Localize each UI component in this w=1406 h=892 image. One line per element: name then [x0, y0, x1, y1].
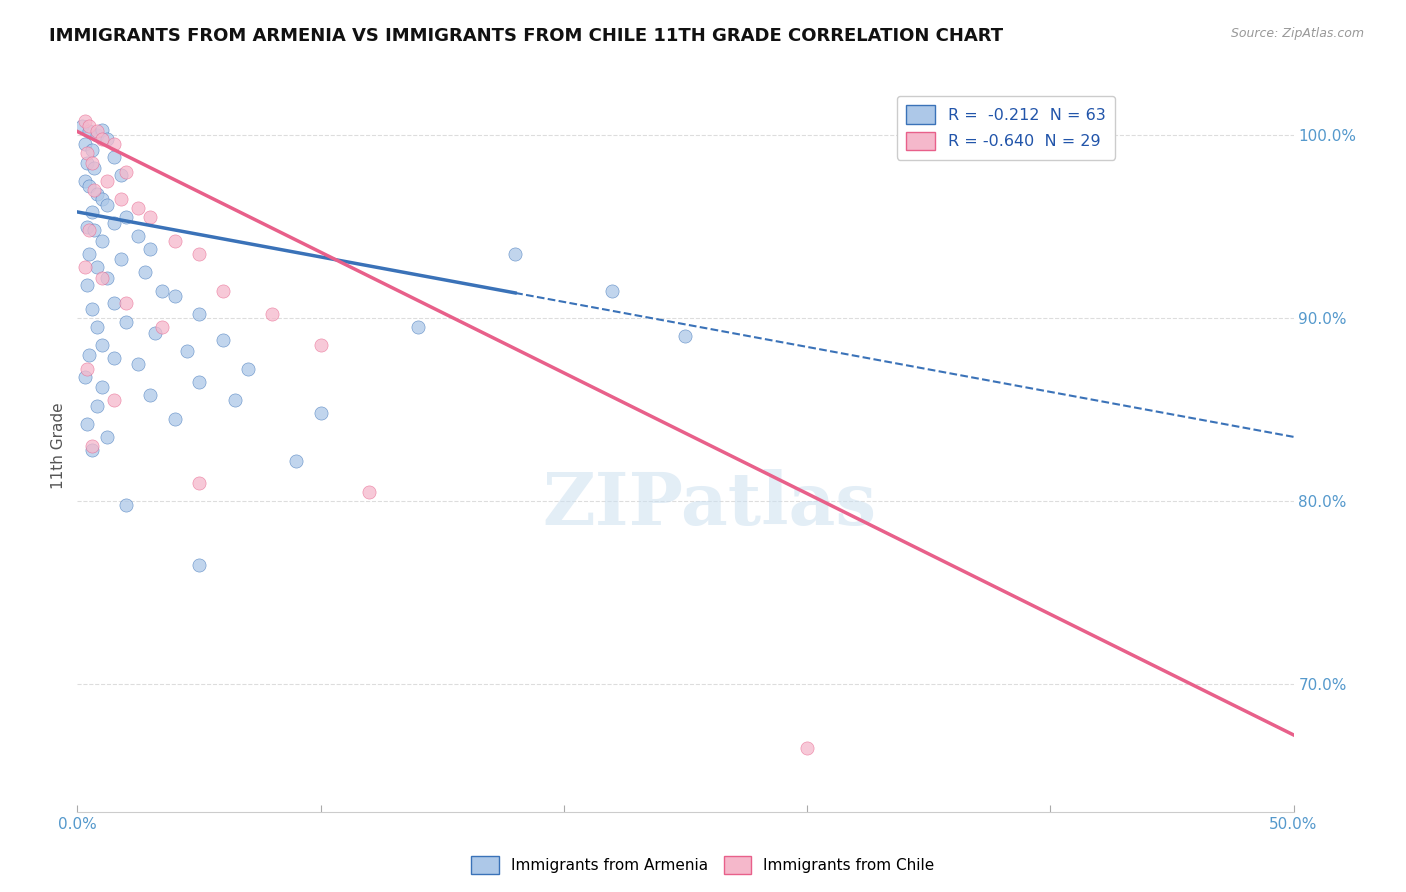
Point: [96, 174, 118, 188]
Point: [73, 137, 96, 152]
Point: [76, 278, 98, 293]
Point: [188, 307, 211, 321]
Point: [115, 211, 138, 225]
Point: [80, 143, 103, 157]
Point: [163, 289, 186, 303]
Point: [90, 338, 112, 352]
Point: [96, 270, 118, 285]
Point: [163, 234, 186, 248]
Point: [134, 265, 156, 279]
Point: [110, 169, 132, 183]
Point: [80, 155, 103, 169]
Point: [90, 122, 112, 136]
Point: [285, 453, 308, 467]
Point: [103, 393, 125, 408]
Point: [86, 320, 108, 334]
Point: [675, 329, 697, 343]
Point: [86, 260, 108, 274]
Point: [96, 132, 118, 146]
Text: Source: ZipAtlas.com: Source: ZipAtlas.com: [1230, 27, 1364, 40]
Point: [224, 393, 246, 408]
Point: [83, 183, 105, 197]
Point: [236, 362, 259, 376]
Point: [103, 351, 125, 366]
Point: [115, 498, 138, 512]
Point: [110, 252, 132, 267]
Point: [188, 247, 211, 261]
Point: [86, 399, 108, 413]
Point: [127, 228, 149, 243]
Point: [73, 260, 96, 274]
Legend: R =  -0.212  N = 63, R = -0.640  N = 29: R = -0.212 N = 63, R = -0.640 N = 29: [897, 95, 1115, 160]
Point: [80, 301, 103, 316]
Point: [115, 315, 138, 329]
Point: [103, 296, 125, 310]
Point: [406, 320, 429, 334]
Point: [309, 338, 332, 352]
Point: [115, 164, 138, 178]
Point: [503, 247, 526, 261]
Legend: Immigrants from Armenia, Immigrants from Chile: Immigrants from Armenia, Immigrants from…: [465, 850, 941, 880]
Point: [86, 124, 108, 138]
Point: [103, 150, 125, 164]
Text: IMMIGRANTS FROM ARMENIA VS IMMIGRANTS FROM CHILE 11TH GRADE CORRELATION CHART: IMMIGRANTS FROM ARMENIA VS IMMIGRANTS FR…: [49, 27, 1004, 45]
Point: [80, 442, 103, 457]
Point: [79, 348, 101, 362]
Point: [152, 320, 174, 334]
Point: [90, 192, 112, 206]
Point: [90, 380, 112, 394]
Point: [602, 284, 624, 298]
Text: ZIPatlas: ZIPatlas: [543, 469, 877, 540]
Point: [152, 284, 174, 298]
Point: [86, 128, 108, 143]
Point: [163, 411, 186, 425]
Point: [73, 174, 96, 188]
Point: [79, 124, 101, 138]
Point: [83, 161, 105, 175]
Point: [212, 284, 235, 298]
Point: [359, 484, 381, 499]
Point: [188, 375, 211, 389]
Point: [90, 234, 112, 248]
Point: [86, 186, 108, 201]
Point: [103, 137, 125, 152]
Point: [139, 388, 162, 402]
Point: [80, 439, 103, 453]
Y-axis label: 11th Grade: 11th Grade: [51, 402, 66, 490]
Point: [796, 740, 818, 755]
Point: [139, 242, 162, 256]
Point: [188, 475, 211, 490]
Point: [79, 179, 101, 194]
Point: [73, 113, 96, 128]
Point: [127, 357, 149, 371]
Point: [139, 211, 162, 225]
Point: [83, 223, 105, 237]
Point: [309, 406, 332, 420]
Point: [143, 326, 166, 340]
Point: [90, 270, 112, 285]
Point: [260, 307, 283, 321]
Point: [73, 369, 96, 384]
Point: [76, 417, 98, 431]
Point: [70, 119, 93, 133]
Point: [176, 343, 198, 358]
Point: [80, 205, 103, 219]
Point: [76, 155, 98, 169]
Point: [76, 219, 98, 234]
Point: [115, 296, 138, 310]
Point: [212, 333, 235, 347]
Point: [103, 216, 125, 230]
Point: [76, 362, 98, 376]
Point: [79, 247, 101, 261]
Point: [79, 119, 101, 133]
Point: [110, 192, 132, 206]
Point: [76, 146, 98, 161]
Point: [188, 558, 211, 572]
Point: [96, 197, 118, 211]
Point: [127, 202, 149, 216]
Point: [79, 223, 101, 237]
Point: [96, 430, 118, 444]
Point: [90, 132, 112, 146]
